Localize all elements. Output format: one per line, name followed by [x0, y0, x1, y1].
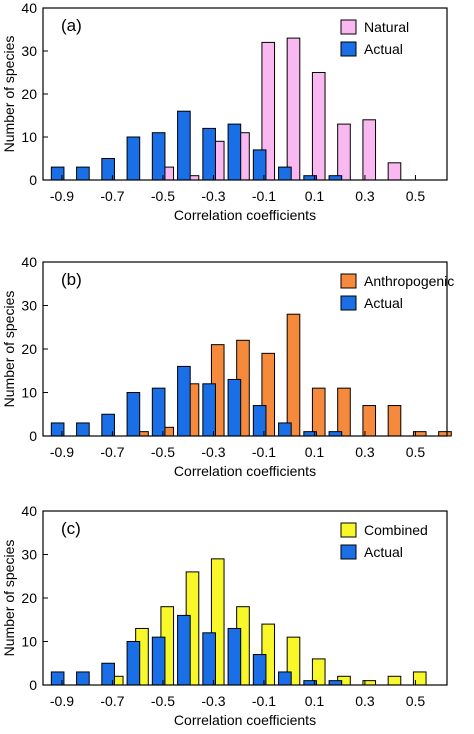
- bar-actual-7: [227, 378, 242, 437]
- x-tick-label: -0.1: [252, 693, 276, 709]
- x-tick-label: -0.9: [50, 188, 74, 204]
- legend-swatch-actual: [340, 544, 357, 560]
- bar-actual-1: [76, 671, 90, 686]
- y-tick-label: 20: [21, 341, 37, 357]
- y-tick-label: 40: [21, 254, 37, 270]
- bar-actual-5: [177, 614, 191, 686]
- bar-actual-6: [202, 127, 216, 181]
- bar-actual-7: [227, 123, 242, 181]
- bar-actual-9: [278, 166, 292, 181]
- x-axis-title: Correlation coefficients: [174, 712, 316, 728]
- bar-actual-3: [126, 392, 141, 437]
- bar-actual-11: [328, 680, 343, 686]
- x-tick-label: 0.1: [305, 693, 325, 709]
- x-tick-label: 0.1: [305, 188, 325, 204]
- y-tick-label: 10: [21, 385, 37, 401]
- x-tick-label: -0.5: [151, 444, 175, 460]
- bar-actual-4: [151, 636, 166, 686]
- bar-actual-3: [126, 136, 141, 181]
- y-tick-label: 0: [29, 172, 37, 188]
- bar-anthropogenic-13: [387, 405, 402, 437]
- bar-actual-11: [328, 431, 343, 437]
- bar-actual-4: [151, 387, 166, 437]
- legend-label-actual: Actual: [364, 295, 403, 311]
- x-tick-label: -0.9: [50, 444, 74, 460]
- chart-panel-3: 0 10 20 30 40 -0.9 -0.7 -0.5 -0.3 -0.1 0.1 0.3 0.5 Co…: [1, 503, 448, 728]
- bar-actual-7: [227, 627, 242, 686]
- legend-swatch-actual: [340, 41, 357, 57]
- bar-actual-6: [202, 383, 216, 437]
- y-tick-label: 0: [29, 428, 37, 444]
- x-tick-label: 0.5: [406, 693, 426, 709]
- bar-anthropogenic-9: [286, 313, 301, 437]
- x-tick-label: 0.3: [355, 444, 375, 460]
- x-tick-label: -0.5: [151, 188, 175, 204]
- panel-label: (a): [61, 16, 82, 35]
- bar-actual-11: [328, 175, 343, 181]
- panel-label: (c): [61, 519, 81, 538]
- bar-actual-5: [177, 365, 191, 437]
- bar-actual-1: [76, 166, 90, 181]
- bar-natural-9: [286, 37, 301, 181]
- bar-actual-3: [126, 641, 141, 686]
- y-tick-label: 10: [21, 129, 37, 145]
- legend-swatch-anthropogenic: [340, 273, 357, 289]
- bar-natural-12: [362, 119, 377, 181]
- bar-actual-4: [151, 132, 166, 181]
- x-tick-label: -0.3: [201, 693, 225, 709]
- x-tick-label: -0.3: [201, 444, 225, 460]
- y-tick-label: 0: [29, 677, 37, 693]
- panel-label: (b): [61, 270, 82, 289]
- legend-label-actual: Actual: [364, 41, 403, 57]
- legend-swatch-natural: [340, 19, 357, 35]
- x-tick-label: -0.9: [50, 693, 74, 709]
- x-tick-label: -0.3: [201, 188, 225, 204]
- y-tick-label: 40: [21, 0, 37, 16]
- y-tick-label: 10: [21, 634, 37, 650]
- legend-label-actual: Actual: [364, 544, 403, 560]
- x-tick-label: 0.5: [406, 444, 426, 460]
- y-tick-label: 20: [21, 86, 37, 102]
- bar-actual-1: [76, 422, 90, 437]
- legend-swatch-actual: [340, 295, 357, 311]
- x-tick-label: -0.5: [151, 693, 175, 709]
- x-tick-label: -0.7: [100, 693, 124, 709]
- y-tick-label: 40: [21, 503, 37, 519]
- x-tick-label: -0.1: [252, 444, 276, 460]
- x-tick-label: -0.7: [100, 444, 124, 460]
- y-axis-title: Number of species: [1, 540, 17, 657]
- x-tick-label: 0.3: [355, 188, 375, 204]
- y-axis-title: Number of species: [1, 291, 17, 408]
- y-tick-label: 30: [21, 298, 37, 314]
- y-tick-label: 30: [21, 43, 37, 59]
- legend-label-natural: Natural: [364, 19, 409, 35]
- y-tick-label: 20: [21, 590, 37, 606]
- legend-label-combined: Combined: [364, 522, 428, 538]
- bar-anthropogenic-11: [337, 387, 351, 437]
- x-tick-label: 0.3: [355, 693, 375, 709]
- y-axis-title: Number of species: [1, 36, 17, 153]
- x-tick-label: 0.5: [406, 188, 426, 204]
- legend-label-anthropogenic: Anthropogenic: [364, 273, 454, 289]
- x-tick-label: 0.1: [305, 444, 325, 460]
- bar-anthropogenic-10: [311, 387, 326, 437]
- bar-natural-11: [337, 123, 351, 181]
- bar-actual-9: [278, 671, 292, 686]
- bar-actual-5: [177, 110, 191, 181]
- x-axis-title: Correlation coefficients: [174, 207, 316, 223]
- x-tick-label: -0.7: [100, 188, 124, 204]
- bar-natural-13: [387, 162, 402, 181]
- chart-panel-1: 0 10 20 30 40 -0.9 -0.7 -0.5 -0.3 -0.1 0.1 0.3 0.5 Co…: [1, 0, 448, 223]
- x-tick-label: -0.1: [252, 188, 276, 204]
- chart-panel-2: 0 10 20 30 40 -0.9 -0.7 -0.5 -0.3 -0.1 0.1 0.3 0.5 Co…: [1, 254, 454, 479]
- y-tick-label: 30: [21, 547, 37, 563]
- bar-actual-9: [278, 422, 292, 437]
- x-axis-title: Correlation coefficients: [174, 463, 316, 479]
- bar-anthropogenic-15: [438, 431, 452, 437]
- bar-combined-13: [387, 675, 402, 686]
- legend-swatch-combined: [340, 522, 357, 538]
- bar-actual-6: [202, 632, 216, 686]
- bar-natural-10: [311, 72, 326, 181]
